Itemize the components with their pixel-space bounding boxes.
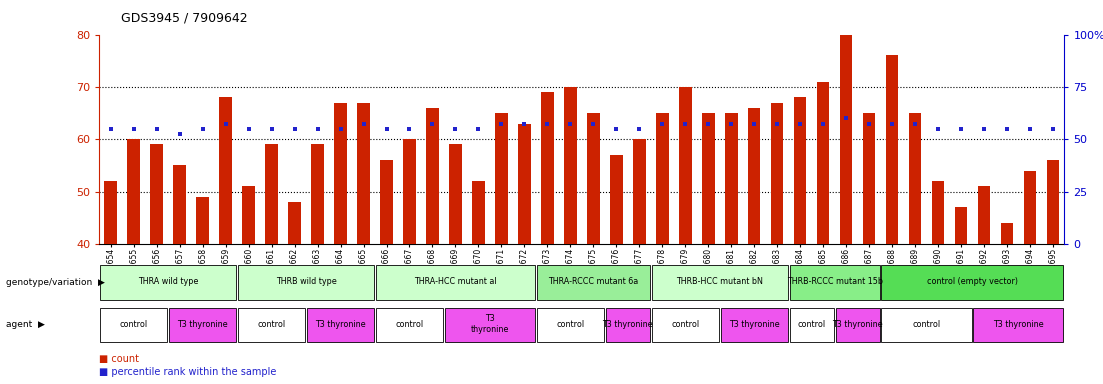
- Text: T3 thyronine: T3 thyronine: [178, 319, 228, 329]
- Bar: [381, 160, 393, 244]
- Bar: [702, 113, 715, 244]
- Bar: [472, 181, 484, 244]
- Text: ■ percentile rank within the sample: ■ percentile rank within the sample: [99, 367, 277, 377]
- Bar: [1000, 223, 1014, 244]
- Bar: [836, 308, 880, 342]
- Bar: [863, 113, 876, 244]
- Text: THRA-RCCC mutant 6a: THRA-RCCC mutant 6a: [548, 277, 639, 286]
- Text: T3
thyronine: T3 thyronine: [471, 314, 510, 334]
- Bar: [748, 108, 760, 244]
- Bar: [376, 265, 535, 300]
- Bar: [105, 181, 117, 244]
- Text: GDS3945 / 7909642: GDS3945 / 7909642: [121, 12, 248, 25]
- Bar: [518, 124, 531, 244]
- Bar: [537, 308, 604, 342]
- Text: THRB wild type: THRB wild type: [276, 277, 336, 286]
- Bar: [771, 103, 783, 244]
- Bar: [357, 103, 370, 244]
- Bar: [128, 139, 140, 244]
- Text: control: control: [396, 319, 424, 329]
- Bar: [1024, 170, 1036, 244]
- Text: control: control: [258, 319, 286, 329]
- Bar: [652, 265, 788, 300]
- Bar: [932, 181, 944, 244]
- Bar: [537, 265, 650, 300]
- Bar: [606, 308, 650, 342]
- Text: control (empty vector): control (empty vector): [927, 277, 1018, 286]
- Bar: [288, 202, 301, 244]
- Bar: [334, 103, 346, 244]
- Bar: [909, 113, 921, 244]
- Text: T3 thyronine: T3 thyronine: [602, 319, 653, 329]
- Bar: [311, 144, 324, 244]
- Bar: [376, 308, 443, 342]
- Bar: [150, 144, 163, 244]
- Text: THRB-HCC mutant bN: THRB-HCC mutant bN: [676, 277, 763, 286]
- Text: THRB-RCCC mutant 15b: THRB-RCCC mutant 15b: [786, 277, 882, 286]
- Bar: [307, 308, 374, 342]
- Text: genotype/variation  ▶: genotype/variation ▶: [6, 278, 105, 287]
- Bar: [587, 113, 600, 244]
- Text: ■ count: ■ count: [99, 354, 139, 364]
- Bar: [679, 87, 692, 244]
- Bar: [449, 144, 462, 244]
- Bar: [196, 197, 208, 244]
- Bar: [839, 35, 853, 244]
- Bar: [564, 87, 577, 244]
- Bar: [790, 265, 880, 300]
- Bar: [100, 265, 236, 300]
- Bar: [495, 113, 507, 244]
- Bar: [238, 265, 374, 300]
- Bar: [817, 82, 829, 244]
- Text: control: control: [797, 319, 826, 329]
- Text: T3 thyronine: T3 thyronine: [315, 319, 366, 329]
- Bar: [100, 308, 168, 342]
- Bar: [445, 308, 535, 342]
- Bar: [169, 308, 236, 342]
- Bar: [266, 144, 278, 244]
- Bar: [881, 265, 1063, 300]
- Bar: [725, 113, 738, 244]
- Text: control: control: [120, 319, 148, 329]
- Text: control: control: [912, 319, 941, 329]
- Text: agent  ▶: agent ▶: [6, 320, 44, 329]
- Bar: [426, 108, 439, 244]
- Text: T3 thyronine: T3 thyronine: [993, 319, 1043, 329]
- Bar: [652, 308, 719, 342]
- Bar: [243, 186, 255, 244]
- Bar: [238, 308, 306, 342]
- Bar: [542, 92, 554, 244]
- Bar: [720, 308, 788, 342]
- Text: THRA wild type: THRA wild type: [138, 277, 199, 286]
- Bar: [881, 308, 972, 342]
- Bar: [633, 139, 645, 244]
- Bar: [790, 308, 834, 342]
- Bar: [886, 56, 898, 244]
- Bar: [219, 98, 232, 244]
- Bar: [977, 186, 990, 244]
- Text: control: control: [556, 319, 585, 329]
- Text: T3 thyronine: T3 thyronine: [833, 319, 882, 329]
- Bar: [404, 139, 416, 244]
- Bar: [973, 308, 1063, 342]
- Text: control: control: [672, 319, 699, 329]
- Bar: [173, 166, 186, 244]
- Bar: [1047, 160, 1059, 244]
- Bar: [656, 113, 668, 244]
- Bar: [610, 155, 622, 244]
- Bar: [794, 98, 806, 244]
- Text: T3 thyronine: T3 thyronine: [729, 319, 780, 329]
- Bar: [955, 207, 967, 244]
- Text: THRA-HCC mutant al: THRA-HCC mutant al: [414, 277, 496, 286]
